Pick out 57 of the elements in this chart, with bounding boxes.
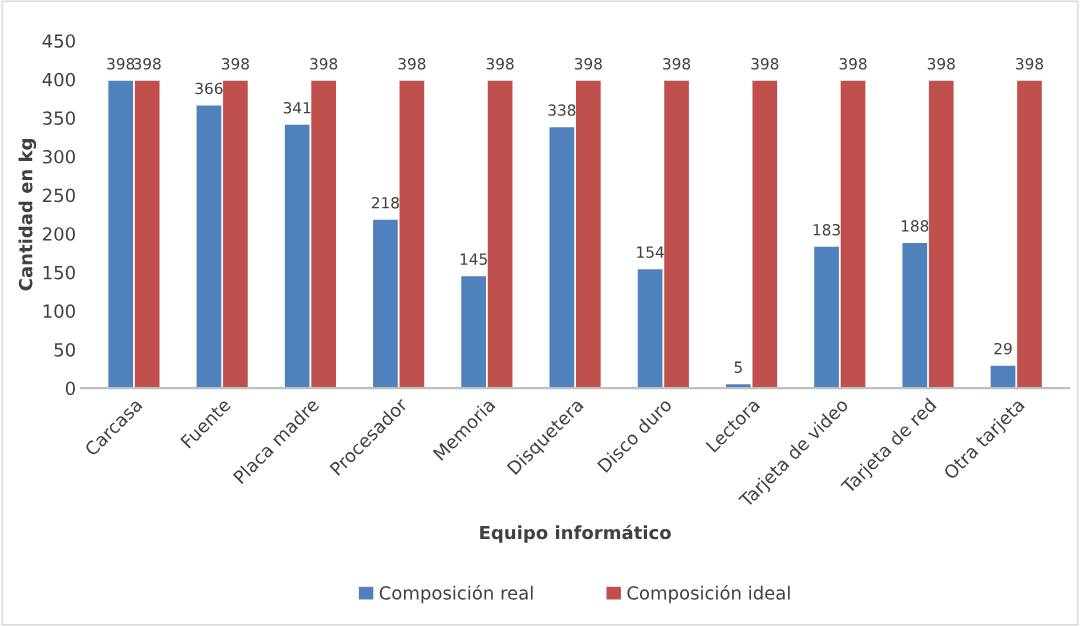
- y-tick-label: 50: [54, 342, 75, 357]
- bar: [196, 105, 222, 389]
- y-tick-label: 250: [43, 188, 75, 203]
- y-tick-label: 450: [42, 34, 75, 48]
- data-label: 188: [901, 220, 929, 232]
- data-label: 398: [663, 57, 691, 70]
- data-label: 366: [195, 82, 223, 95]
- data-label: 338: [548, 104, 576, 116]
- bar: [284, 124, 310, 389]
- data-label: 398: [927, 57, 955, 70]
- bar: [134, 80, 160, 389]
- bar: [108, 80, 134, 389]
- y-tick-label: 400: [42, 72, 75, 87]
- y-tick-label: 0: [65, 381, 75, 396]
- data-label: 398: [221, 57, 249, 70]
- bar: [902, 242, 928, 389]
- data-label: 398: [751, 57, 779, 70]
- y-tick-label: 100: [43, 304, 75, 319]
- bar: [461, 276, 486, 389]
- y-tick-label: 200: [43, 227, 75, 241]
- bar: [752, 80, 778, 389]
- bar: [373, 219, 398, 389]
- bar: [928, 80, 954, 389]
- y-tick-label: 300: [43, 149, 75, 164]
- legend-label: Composición ideal: [627, 585, 790, 604]
- bar: [487, 80, 513, 389]
- bar: [575, 80, 601, 389]
- data-label: 398: [133, 57, 161, 70]
- data-label: 29: [994, 342, 1012, 355]
- bar: [664, 80, 689, 389]
- bar: [814, 246, 839, 389]
- bar: [311, 80, 336, 389]
- data-label: 398: [310, 57, 338, 70]
- data-label: 183: [813, 223, 840, 236]
- bar: [637, 269, 663, 389]
- bar: [990, 365, 1016, 389]
- y-tick-label: 350: [43, 111, 75, 126]
- legend-label: Composición real: [379, 585, 533, 604]
- bar: [840, 80, 866, 389]
- data-label: 341: [283, 102, 311, 114]
- data-label: 218: [371, 196, 399, 209]
- bar: [399, 80, 425, 389]
- data-label: 398: [839, 57, 867, 70]
- data-label: 145: [460, 253, 487, 265]
- data-label: 398: [107, 57, 135, 70]
- data-label: 5: [734, 361, 742, 373]
- data-label: 398: [486, 57, 514, 70]
- y-axis-title: Cantidad en kg: [18, 139, 37, 291]
- bar: [1017, 80, 1042, 389]
- y-tick-label: 150: [43, 265, 75, 280]
- x-axis-title: Equipo informático: [480, 524, 671, 543]
- data-label: 398: [398, 57, 426, 70]
- bar: [549, 127, 575, 389]
- data-label: 154: [637, 246, 664, 258]
- data-label: 398: [1016, 57, 1044, 70]
- bar: [223, 80, 248, 389]
- data-label: 398: [574, 57, 602, 70]
